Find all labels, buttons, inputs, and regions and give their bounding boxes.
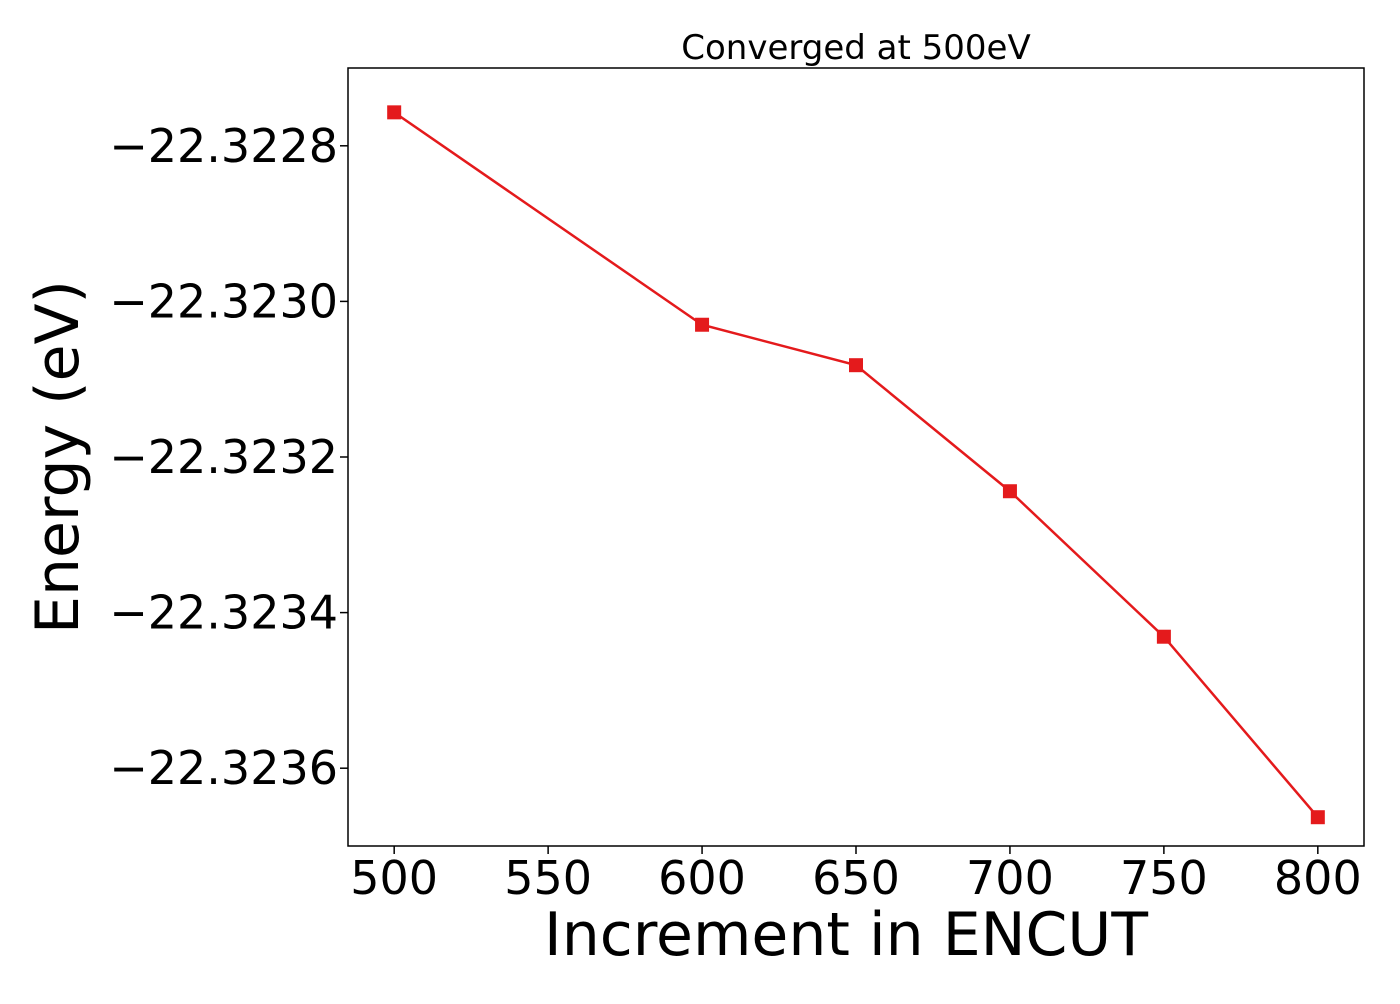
x-tick-label: 650 — [812, 851, 900, 905]
y-tick-label: −22.3234 — [109, 586, 338, 640]
series-line — [393, 111, 1319, 819]
x-tick-label: 750 — [1120, 851, 1208, 905]
x-axis-label: Increment in ENCUT — [544, 900, 1148, 970]
data-point-marker — [1002, 484, 1017, 499]
x-tick-label: 500 — [350, 851, 438, 905]
x-tick-label: 800 — [1274, 851, 1362, 905]
y-tick-label: −22.3236 — [109, 741, 338, 795]
chart-title: Converged at 500eV — [681, 28, 1030, 68]
data-point-marker — [1156, 629, 1171, 644]
x-tick-label: 550 — [504, 851, 592, 905]
series-layer — [387, 105, 1325, 825]
x-tick-label: 700 — [966, 851, 1054, 905]
data-point-marker — [849, 358, 863, 373]
x-tick-label: 600 — [658, 851, 746, 905]
y-tick-label: −22.3232 — [109, 430, 338, 484]
y-tick-label: −22.3228 — [109, 119, 338, 173]
y-axis: −22.3228 −22.3230 −22.3232 −22.3234 −22.3236 — [109, 119, 348, 795]
y-axis-label: Energy (eV) — [23, 280, 93, 634]
x-axis: 500 550 600 650 700 750 800 — [350, 846, 1362, 905]
data-point-marker — [1310, 810, 1325, 825]
data-point-marker — [387, 105, 402, 120]
data-point-marker — [695, 317, 710, 332]
y-tick-label: −22.3230 — [109, 274, 338, 328]
